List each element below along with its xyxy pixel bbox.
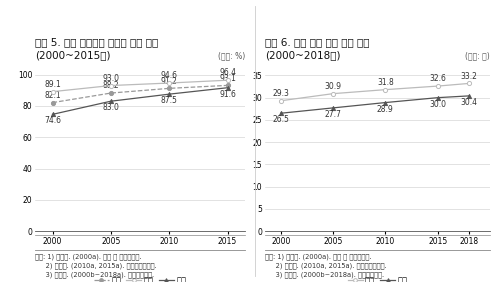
Text: 2) 통계청. (2010a, 2015a). 인구주택총조사.: 2) 통계청. (2010a, 2015a). 인구주택총조사. (265, 263, 386, 269)
여성 (434, 96, 440, 99)
남성 (330, 92, 336, 95)
Text: 94.6: 94.6 (160, 71, 178, 80)
Text: 31.8: 31.8 (377, 78, 394, 87)
Text: (단위: 세): (단위: 세) (465, 51, 490, 60)
Text: 28.9: 28.9 (377, 105, 394, 114)
Text: 3) 통계청. (2000b~2018a). 인구동향조사.: 3) 통계청. (2000b~2018a). 인구동향조사. (35, 272, 154, 278)
남성 (278, 99, 283, 102)
여성 (330, 106, 336, 110)
Text: 33.2: 33.2 (460, 72, 477, 81)
Text: 74.6: 74.6 (44, 116, 61, 125)
여성 (166, 92, 172, 96)
Text: (단위: %): (단위: %) (218, 51, 245, 60)
Text: 자료: 1) 통계청. (2000a). 인구 및 주택센서스.: 자료: 1) 통계청. (2000a). 인구 및 주택센서스. (35, 254, 142, 260)
남성 (466, 82, 472, 85)
남성 (382, 88, 388, 91)
남성 (434, 84, 440, 88)
전체 (224, 84, 230, 87)
Text: 2) 통계청. (2010a, 2015a). 인구주택총조사.: 2) 통계청. (2010a, 2015a). 인구주택총조사. (35, 263, 156, 269)
Text: 96.4: 96.4 (219, 69, 236, 78)
여성 (224, 86, 230, 89)
Text: 89.1: 89.1 (44, 80, 61, 89)
여성 (466, 94, 472, 98)
Text: 82.1: 82.1 (44, 91, 61, 100)
Legend: 전체, 남성, 여성: 전체, 남성, 여성 (90, 273, 190, 282)
Text: 30.9: 30.9 (324, 82, 342, 91)
Text: 29.3: 29.3 (272, 89, 289, 98)
Text: 93.1: 93.1 (219, 74, 236, 83)
여성 (108, 100, 114, 103)
Line: 남성: 남성 (278, 81, 471, 103)
Line: 전체: 전체 (50, 83, 230, 105)
여성 (278, 112, 283, 115)
Line: 남성: 남성 (50, 78, 230, 94)
전체 (108, 91, 114, 95)
Text: 그림 6. 평균 초혼 연령 변화 추이
(2000~2018년): 그림 6. 평균 초혼 연령 변화 추이 (2000~2018년) (265, 37, 370, 60)
여성 (382, 101, 388, 104)
전체 (166, 87, 172, 90)
Text: 87.5: 87.5 (160, 96, 178, 105)
Text: 자료: 1) 통계청. (2000a). 인구 및 주택센서스.: 자료: 1) 통계청. (2000a). 인구 및 주택센서스. (265, 254, 372, 260)
여성 (50, 113, 56, 116)
Text: 91.2: 91.2 (161, 77, 178, 85)
Text: 93.0: 93.0 (102, 74, 120, 83)
Text: 3) 통계청. (2000b~2018a). 인구동향조사.: 3) 통계청. (2000b~2018a). 인구동향조사. (265, 272, 384, 278)
Legend: 남성, 여성: 남성, 여성 (344, 273, 411, 282)
Text: 27.7: 27.7 (324, 110, 342, 119)
남성 (50, 90, 56, 93)
Text: 32.6: 32.6 (429, 74, 446, 83)
Text: 88.2: 88.2 (102, 81, 119, 90)
Text: 그림 5. 성별 청년층의 미혼율 변화 추이
(2000~2015년): 그림 5. 성별 청년층의 미혼율 변화 추이 (2000~2015년) (35, 37, 158, 60)
Text: 30.0: 30.0 (429, 100, 446, 109)
남성 (224, 78, 230, 82)
Text: 26.5: 26.5 (272, 115, 289, 124)
Line: 여성: 여성 (50, 86, 230, 116)
전체 (50, 101, 56, 104)
남성 (108, 84, 114, 87)
Line: 여성: 여성 (278, 94, 471, 115)
Text: 83.0: 83.0 (102, 103, 120, 112)
Text: 30.4: 30.4 (460, 98, 477, 107)
Text: 91.6: 91.6 (219, 90, 236, 99)
남성 (166, 81, 172, 85)
